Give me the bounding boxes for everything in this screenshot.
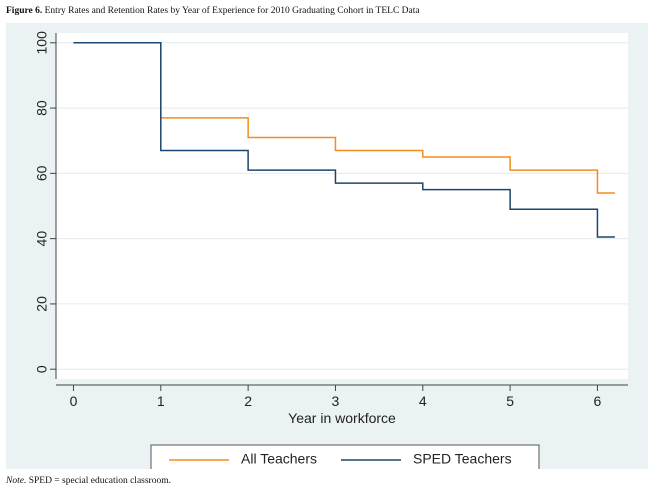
legend-item-sped-teachers-label: SPED Teachers [413,451,512,467]
plot-area [56,33,628,379]
legend: All Teachers SPED Teachers [150,444,540,469]
figure-caption: Figure 6. Entry Rates and Retention Rate… [6,6,648,16]
y-tick-label-40: 40 [34,231,50,247]
gridlines [56,42,628,370]
chart-figure: 0 20 40 60 80 100 0 1 2 3 4 5 6 Year in workforce Al… [6,23,648,469]
x-tick-label-3: 3 [332,393,340,409]
y-tick-label-0: 0 [34,365,50,373]
figure-note-label: Note. [6,476,27,486]
x-tick-label-2: 2 [244,393,252,409]
figure-caption-label: Figure 6. [6,6,43,16]
x-tick-label-5: 5 [506,393,514,409]
y-tick-label-20: 20 [34,296,50,312]
x-axis-label: Year in workforce [288,410,396,426]
y-tick-label-80: 80 [34,100,50,116]
x-tick-label-6: 6 [594,393,602,409]
x-tick-label-1: 1 [157,393,165,409]
y-tick-label-60: 60 [34,165,50,181]
axes: 0 20 40 60 80 100 0 1 2 3 4 5 6 [34,31,628,409]
legend-box [150,444,540,469]
figure-note: Note. SPED = special education classroom… [6,476,171,486]
series-lines [73,42,615,238]
figure-caption-text: Entry Rates and Retention Rates by Year … [44,6,420,16]
legend-item-all-teachers-label: All Teachers [241,451,317,467]
series-line-sped-teachers [73,42,615,238]
series-line-all-teachers [73,42,615,194]
figure-note-text: SPED = special education classroom. [28,476,171,486]
step-line-chart: 0 20 40 60 80 100 0 1 2 3 4 5 6 Year in workforce Al… [6,23,648,469]
x-tick-label-4: 4 [419,393,427,409]
x-tick-label-0: 0 [70,393,78,409]
y-tick-label-100: 100 [34,31,50,55]
